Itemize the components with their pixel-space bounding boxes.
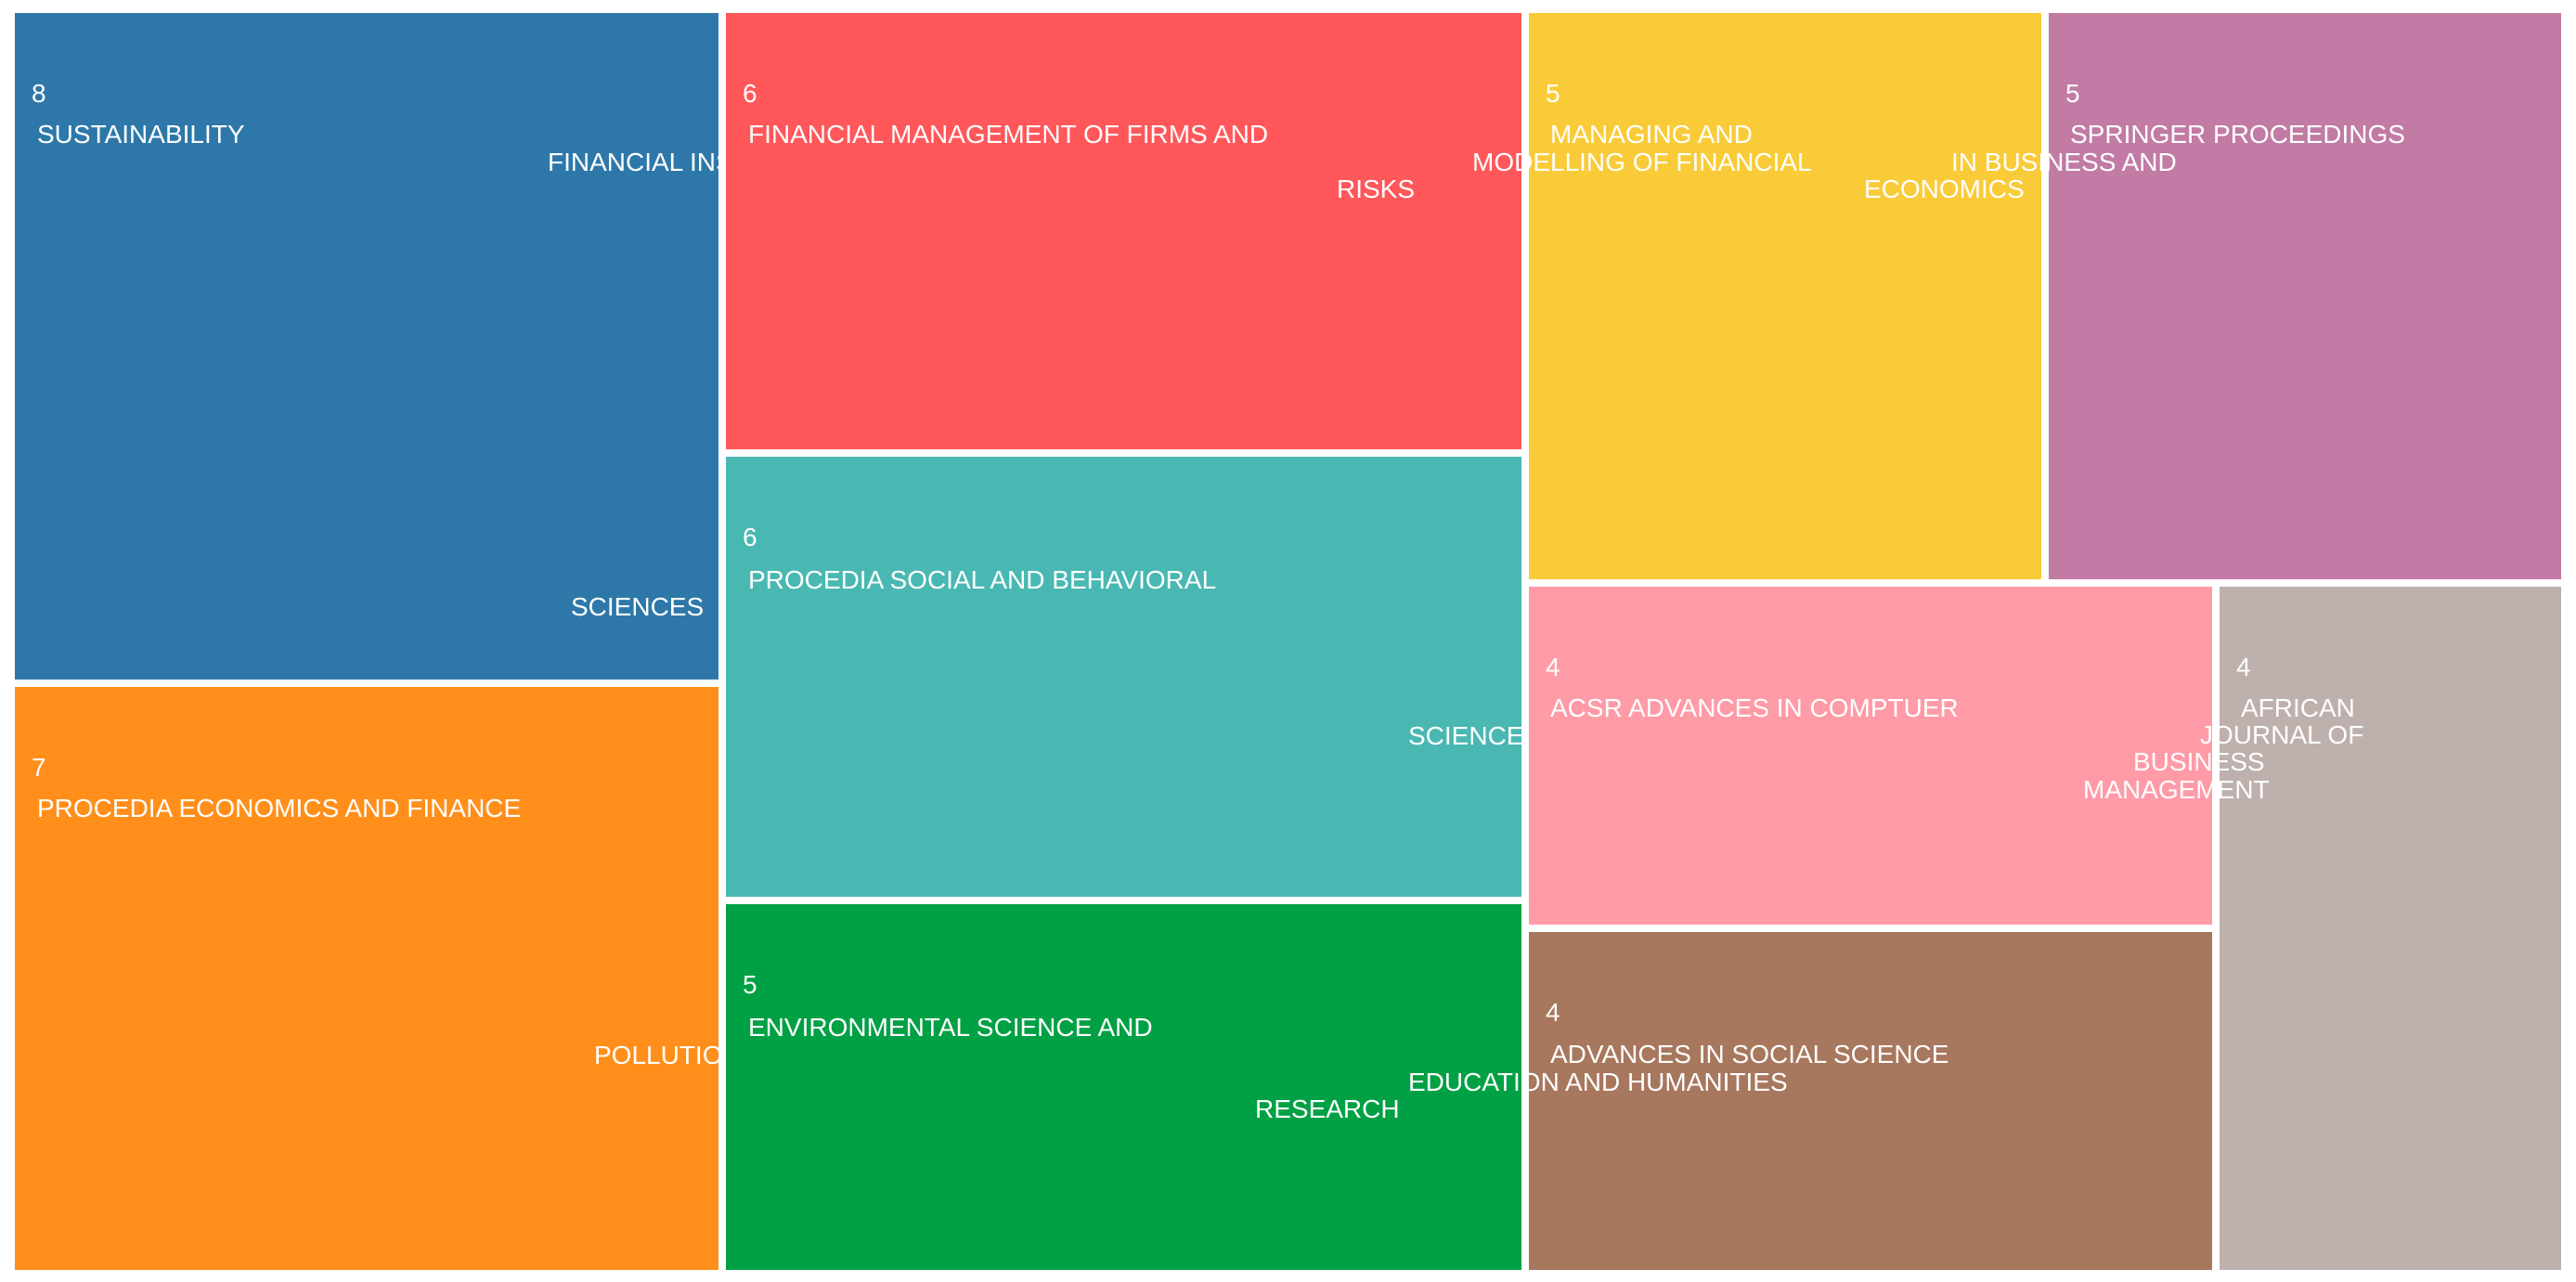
treemap-tile-rect [1529,932,2212,1270]
treemap-tile-rect [726,904,1521,1270]
treemap-tile-rect [2049,13,2561,579]
treemap-tile-value: 8 [32,79,46,108]
treemap-tile-label-line: SCIENCES [571,592,704,621]
treemap-tile-label-line: MANAGEMENT [2083,775,2270,804]
treemap-tile-value: 4 [2236,653,2251,681]
treemap-tile-value: 4 [1546,998,1560,1027]
treemap-tile-rect [2220,587,2561,1270]
treemap-tile-value: 6 [743,523,757,551]
treemap-tile-label-line: AFRICAN [2241,693,2355,722]
treemap-tile-label-line: RESEARCH [1255,1094,1400,1123]
treemap-tile-environmental-science-and: 5 ENVIRONMENTAL SCIENCE AND RESEARCH [726,904,1521,1270]
treemap-tile-rect [1529,587,2212,925]
treemap-tile-label-line: SUSTAINABILITY [37,120,245,149]
treemap-tile-label-line: ADVANCES IN SOCIAL SCIENCE [1550,1040,1948,1068]
treemap-tile-label-line: JOURNAL OF [2200,720,2363,749]
treemap-tile-label-line: ACSR ADVANCES IN COMPTUER [1550,693,1959,722]
treemap-tile-label-line: IN BUSINESS AND [1951,148,2177,176]
treemap-tile-label-line: PROCEDIA ECONOMICS AND FINANCE [37,794,521,822]
treemap-tile-rect [15,687,718,1270]
treemap-tile-label-line: EDUCATION AND HUMANITIES [1408,1068,1788,1096]
treemap-tile-label-line: SPRINGER PROCEEDINGS [2070,120,2405,149]
treemap-tile-label-line: ECONOMICS [1864,175,2025,203]
treemap-tile-label-line: MODELLING OF FINANCIAL [1472,148,1812,176]
treemap-tile-label-line: MANAGING AND [1550,120,1753,149]
treemap-tile-label-line: RISKS [1337,175,1415,203]
treemap-tile-label-line: ENVIRONMENTAL SCIENCE AND [748,1013,1153,1042]
treemap-tile-value: 4 [1546,653,1560,681]
treemap-tile-value: 5 [2065,79,2080,108]
treemap-tile-label-line: PROCEDIA SOCIAL AND BEHAVIORAL [748,565,1216,594]
treemap-tile-value: 7 [32,753,46,782]
treemap-tile-rect [1529,13,2041,579]
treemap-tile-rect [15,13,718,680]
treemap-tile-value: 6 [743,79,757,108]
treemap-tile-value: 5 [1546,79,1560,108]
treemap-tile-label-line: BUSINESS [2133,747,2265,776]
treemap-tile-financial-management-of-firms-and: 6 FINANCIAL MANAGEMENT OF FIRMS AND RISKS [726,13,1521,449]
treemap-tile-value: 5 [743,970,757,999]
treemap-tile-rect [726,457,1521,897]
treemap-tile-label-line: FINANCIAL MANAGEMENT OF FIRMS AND [748,120,1268,149]
treemap-tile-acsr-advances-in-comptuer: 4 ACSR ADVANCES IN COMPTUER [1529,587,2212,925]
treemap-tile-rect [726,13,1521,449]
